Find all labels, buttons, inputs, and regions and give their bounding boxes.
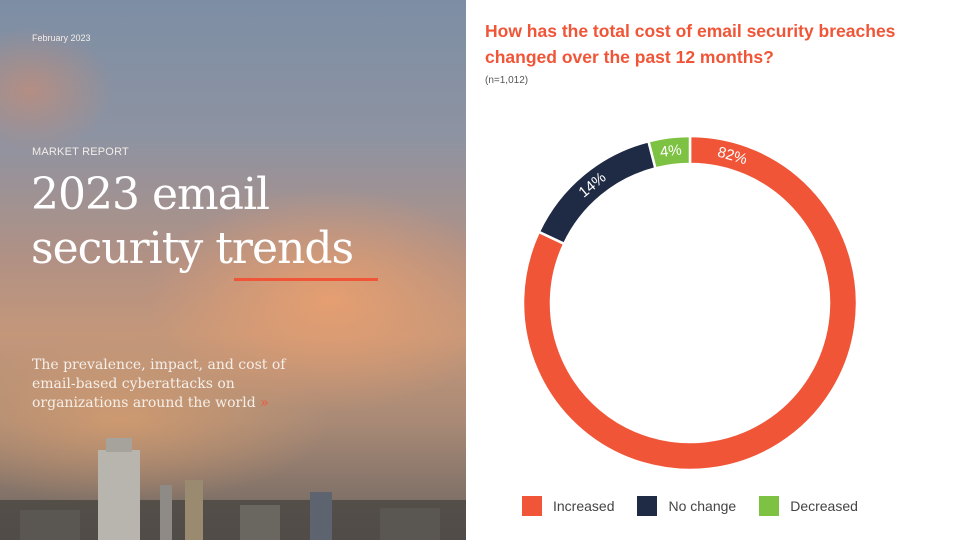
legend-swatch xyxy=(759,496,780,516)
slice-increased xyxy=(521,134,859,472)
legend-item-increased: Increased xyxy=(522,496,614,516)
report-kicker: MARKET REPORT xyxy=(32,146,129,158)
chart-title: How has the total cost of email security… xyxy=(485,21,896,67)
city-skyline-image xyxy=(0,438,466,540)
slice-decreased xyxy=(646,134,692,170)
donut-chart: 82%14%4% xyxy=(521,134,859,472)
title-line-1: 2023 email xyxy=(31,169,270,220)
chart-legend: Increased No change Decreased xyxy=(522,496,881,516)
legend-item-no-change: No change xyxy=(637,496,736,516)
legend-label: Decreased xyxy=(790,498,858,514)
sample-size: (n=1,012) xyxy=(485,75,529,86)
cover-panel: February 2023 MARKET REPORT 2023 email s… xyxy=(0,0,466,540)
data-label-decreased: 4% xyxy=(659,141,683,161)
legend-swatch xyxy=(637,496,658,516)
slice-no-change xyxy=(537,139,657,246)
legend-label: No change xyxy=(668,498,737,514)
legend-item-decreased: Decreased xyxy=(759,496,858,516)
report-date: February 2023 xyxy=(32,33,91,43)
title-underline xyxy=(234,278,378,281)
title-line-2a: security xyxy=(31,223,216,274)
report-title: 2023 email security trends xyxy=(31,168,354,276)
legend-swatch xyxy=(522,496,542,516)
legend-label: Increased xyxy=(553,498,615,514)
chevron-right-icon[interactable]: » xyxy=(260,395,269,411)
report-subtitle: The prevalence, impact, and cost of emai… xyxy=(32,356,332,413)
title-line-2b: trends xyxy=(215,223,354,274)
subtitle-text: The prevalence, impact, and cost of emai… xyxy=(32,357,286,411)
